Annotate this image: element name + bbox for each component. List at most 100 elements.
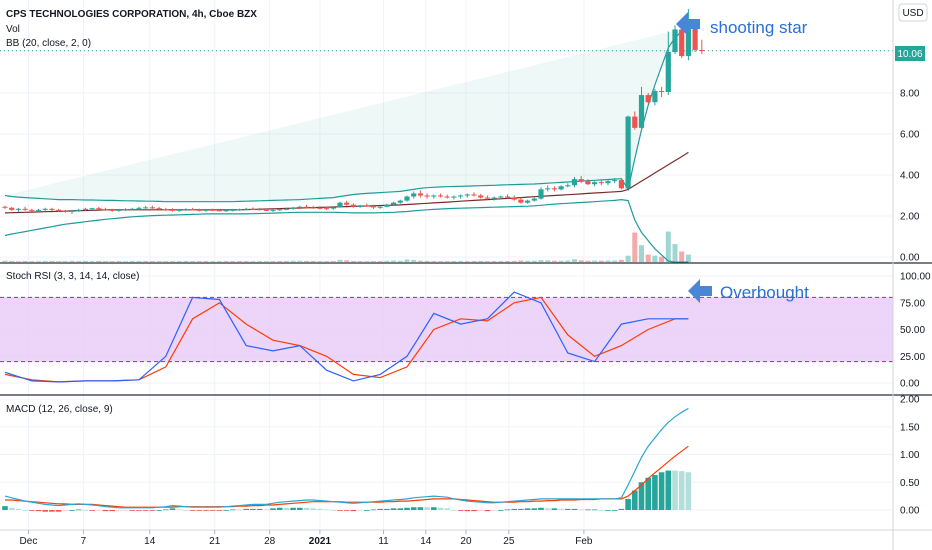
candle-body[interactable] — [183, 209, 189, 211]
candle-body[interactable] — [391, 202, 397, 205]
candle-body[interactable] — [578, 179, 584, 182]
candle-body[interactable] — [243, 208, 249, 210]
candle-body[interactable] — [176, 209, 182, 211]
candle-body[interactable] — [471, 194, 477, 196]
candle-body[interactable] — [424, 195, 430, 197]
currency-button[interactable]: USD — [898, 3, 928, 22]
stoch-rsi-panel[interactable] — [0, 291, 893, 383]
candle-body[interactable] — [451, 196, 457, 198]
candle-body[interactable] — [605, 181, 611, 184]
candle-body[interactable] — [156, 208, 162, 210]
candle-body[interactable] — [498, 196, 504, 198]
candle-body[interactable] — [203, 209, 209, 211]
candle-body[interactable] — [116, 209, 122, 211]
macd-panel[interactable] — [2, 407, 692, 512]
candle-body[interactable] — [350, 204, 356, 207]
candle-body[interactable] — [659, 90, 665, 92]
candle-body[interactable] — [9, 207, 15, 210]
candle-body[interactable] — [478, 195, 484, 198]
candle-body[interactable] — [404, 196, 410, 201]
candle-body[interactable] — [625, 116, 631, 189]
candle-body[interactable] — [2, 206, 8, 208]
candle-body[interactable] — [585, 181, 591, 185]
candle-body[interactable] — [652, 90, 658, 103]
candle-body[interactable] — [384, 204, 390, 207]
candle-body[interactable] — [109, 209, 115, 211]
candle-body[interactable] — [598, 182, 604, 184]
candle-body[interactable] — [518, 199, 524, 203]
candle-body[interactable] — [411, 193, 417, 197]
candle-body[interactable] — [35, 209, 42, 211]
candle-body[interactable] — [531, 198, 537, 201]
candle-body[interactable] — [558, 186, 564, 190]
candle-body[interactable] — [236, 209, 243, 211]
candle-body[interactable] — [665, 52, 671, 92]
candle-body[interactable] — [699, 49, 705, 51]
candle-body[interactable] — [149, 207, 155, 209]
candle-body[interactable] — [672, 29, 678, 52]
candle-body[interactable] — [143, 207, 149, 209]
candle-body[interactable] — [511, 197, 517, 200]
candle-body[interactable] — [324, 208, 330, 210]
candle-body[interactable] — [545, 188, 551, 190]
candle-body[interactable] — [62, 210, 68, 212]
price-panel[interactable] — [0, 8, 893, 263]
candle-body[interactable] — [357, 205, 363, 207]
candle-body[interactable] — [210, 209, 216, 211]
candle-body[interactable] — [102, 209, 109, 211]
candle-body[interactable] — [190, 209, 196, 211]
candle-body[interactable] — [504, 196, 511, 198]
candle-body[interactable] — [89, 208, 95, 210]
candle-body[interactable] — [283, 208, 289, 210]
candle-body[interactable] — [22, 208, 28, 210]
candle-body[interactable] — [337, 202, 343, 208]
candle-body[interactable] — [82, 208, 88, 210]
candle-body[interactable] — [679, 29, 685, 57]
candle-body[interactable] — [491, 197, 497, 199]
candle-body[interactable] — [437, 195, 444, 197]
candle-body[interactable] — [692, 25, 698, 50]
candle-body[interactable] — [196, 209, 202, 211]
candle-body[interactable] — [169, 209, 176, 211]
candle-body[interactable] — [551, 188, 557, 190]
candle-body[interactable] — [638, 95, 645, 128]
candle-body[interactable] — [370, 206, 377, 208]
candle-body[interactable] — [464, 194, 470, 196]
candle-body[interactable] — [592, 182, 598, 185]
candle-body[interactable] — [263, 209, 269, 211]
candle-body[interactable] — [685, 25, 691, 57]
candle-body[interactable] — [129, 208, 135, 210]
candle-body[interactable] — [618, 180, 624, 189]
candle-body[interactable] — [417, 193, 423, 196]
candle-body[interactable] — [230, 209, 236, 211]
candle-body[interactable] — [364, 205, 370, 207]
candle-body[interactable] — [458, 195, 464, 197]
candle-body[interactable] — [15, 208, 21, 210]
candle-body[interactable] — [377, 206, 383, 208]
candle-body[interactable] — [69, 210, 75, 212]
candle-body[interactable] — [612, 180, 618, 182]
candle-body[interactable] — [123, 209, 129, 211]
candle-body[interactable] — [250, 208, 256, 210]
candle-body[interactable] — [76, 209, 82, 211]
candle-body[interactable] — [29, 209, 35, 211]
candle-body[interactable] — [645, 95, 651, 103]
candle-body[interactable] — [42, 208, 48, 210]
candle-body[interactable] — [330, 207, 336, 209]
candle-body[interactable] — [317, 207, 323, 209]
candle-body[interactable] — [223, 210, 229, 212]
candle-body[interactable] — [49, 208, 55, 210]
candle-body[interactable] — [96, 208, 102, 210]
candle-body[interactable] — [431, 195, 437, 197]
candle-body[interactable] — [397, 200, 403, 203]
candle-body[interactable] — [163, 209, 169, 211]
candle-body[interactable] — [297, 206, 303, 208]
candle-body[interactable] — [444, 196, 450, 198]
candle-body[interactable] — [538, 189, 544, 199]
candle-body[interactable] — [216, 210, 222, 212]
candle-body[interactable] — [56, 209, 62, 211]
candle-body[interactable] — [344, 202, 350, 205]
candle-body[interactable] — [565, 185, 571, 187]
candle-body[interactable] — [257, 209, 263, 211]
